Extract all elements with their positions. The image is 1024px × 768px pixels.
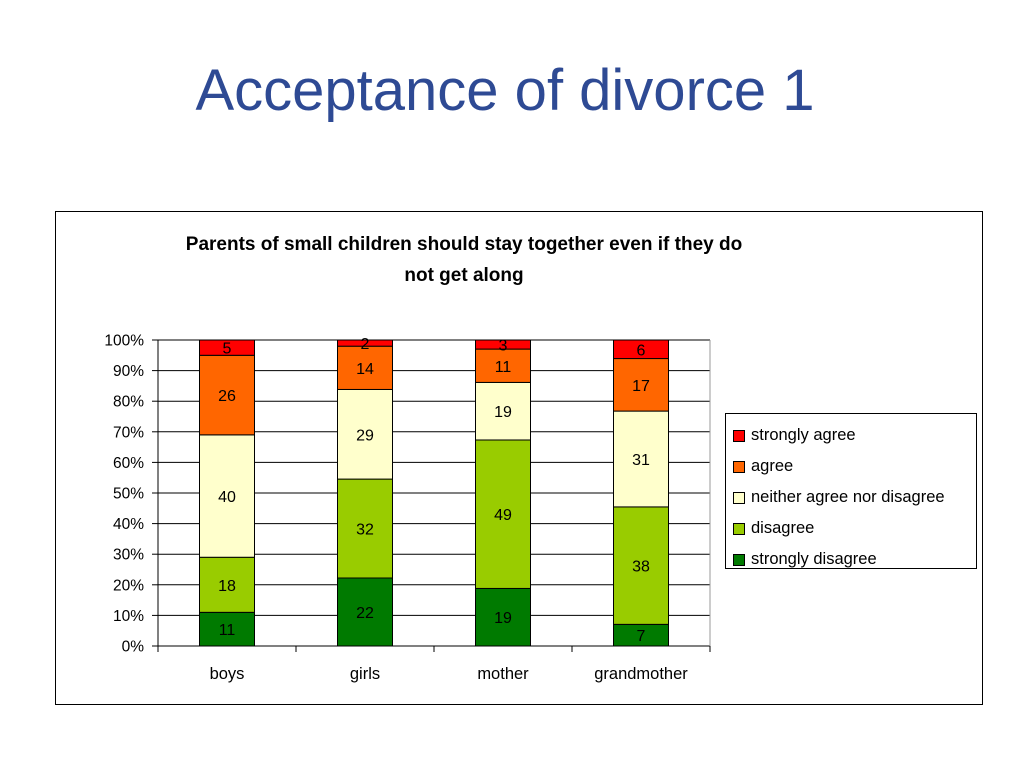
bar-segment	[199, 611, 255, 647]
legend-swatch	[733, 460, 745, 473]
y-tick-label: 30%	[113, 547, 144, 564]
data-label: 32	[356, 522, 374, 539]
data-label: 7	[637, 628, 646, 645]
y-tick-label: 50%	[113, 486, 144, 503]
bar-segment	[475, 339, 531, 350]
x-tick-label: girls	[350, 665, 380, 683]
bar-segment	[199, 354, 255, 436]
data-label: 40	[218, 489, 236, 506]
x-tick-label: boys	[210, 665, 245, 683]
bar-segment	[337, 577, 393, 647]
chart-title-line-1: Parents of small children should stay to…	[185, 234, 743, 255]
legend-item: neither agree nor disagree	[733, 482, 976, 513]
legend-label: strongly agree	[751, 426, 856, 444]
y-tick-label: 20%	[113, 577, 144, 594]
legend-item: agree	[733, 451, 976, 482]
data-label: 26	[218, 388, 236, 405]
legend-swatch	[733, 491, 745, 504]
bar-segment	[475, 348, 531, 383]
chart-title: Parents of small children should stay to…	[0, 229, 928, 291]
chart-title-line-2: not get along	[404, 265, 524, 286]
data-label: 19	[494, 404, 512, 421]
legend-swatch	[733, 429, 745, 442]
legend-label: strongly disagree	[751, 550, 877, 568]
x-tick-label: grandmother	[594, 665, 688, 683]
legend-label: agree	[751, 457, 794, 475]
legend-swatch	[733, 553, 745, 566]
legend-item: strongly disagree	[733, 544, 976, 575]
data-label: 18	[218, 578, 236, 595]
legend-swatch	[733, 522, 745, 535]
slide-title: Acceptance of divorce 1	[195, 58, 815, 123]
bar-segment	[475, 381, 531, 441]
legend-item: strongly agree	[733, 420, 976, 451]
data-label: 19	[494, 610, 512, 627]
data-label: 5	[223, 341, 232, 358]
bar-segment	[199, 434, 255, 558]
y-tick-label: 10%	[113, 608, 144, 625]
y-tick-label: 60%	[113, 455, 144, 472]
bar-segment	[337, 339, 393, 347]
y-tick-label: 80%	[113, 394, 144, 411]
data-label: 11	[219, 622, 236, 639]
legend-label: disagree	[751, 519, 815, 537]
bar-segment	[613, 410, 669, 508]
chart-legend: strongly agree agree neither agree nor dis…	[725, 413, 977, 569]
y-tick-label: 70%	[113, 424, 144, 441]
bar-segment	[475, 439, 531, 589]
bar-segment	[199, 556, 255, 613]
data-label: 17	[632, 378, 650, 395]
data-label: 6	[637, 342, 646, 359]
bar-segment	[613, 506, 669, 625]
data-label: 3	[499, 338, 508, 355]
data-label: 31	[632, 452, 650, 469]
bar-segment	[199, 339, 255, 356]
data-label: 2	[361, 336, 370, 353]
data-label: 38	[632, 559, 650, 576]
data-label: 11	[495, 359, 512, 376]
y-tick-label: 0%	[122, 639, 145, 656]
data-label: 14	[356, 361, 374, 378]
bar-segment	[475, 587, 531, 647]
legend-item: disagree	[733, 513, 976, 544]
data-label: 22	[356, 605, 374, 622]
y-tick-label: 40%	[113, 516, 144, 533]
x-tick-label: mother	[477, 665, 529, 683]
legend-label: neither agree nor disagree	[751, 488, 945, 506]
y-tick-label: 90%	[113, 363, 144, 380]
data-label: 49	[494, 507, 512, 524]
data-label: 29	[356, 427, 374, 444]
bar-segment	[613, 339, 669, 360]
y-tick-label: 100%	[104, 333, 144, 350]
